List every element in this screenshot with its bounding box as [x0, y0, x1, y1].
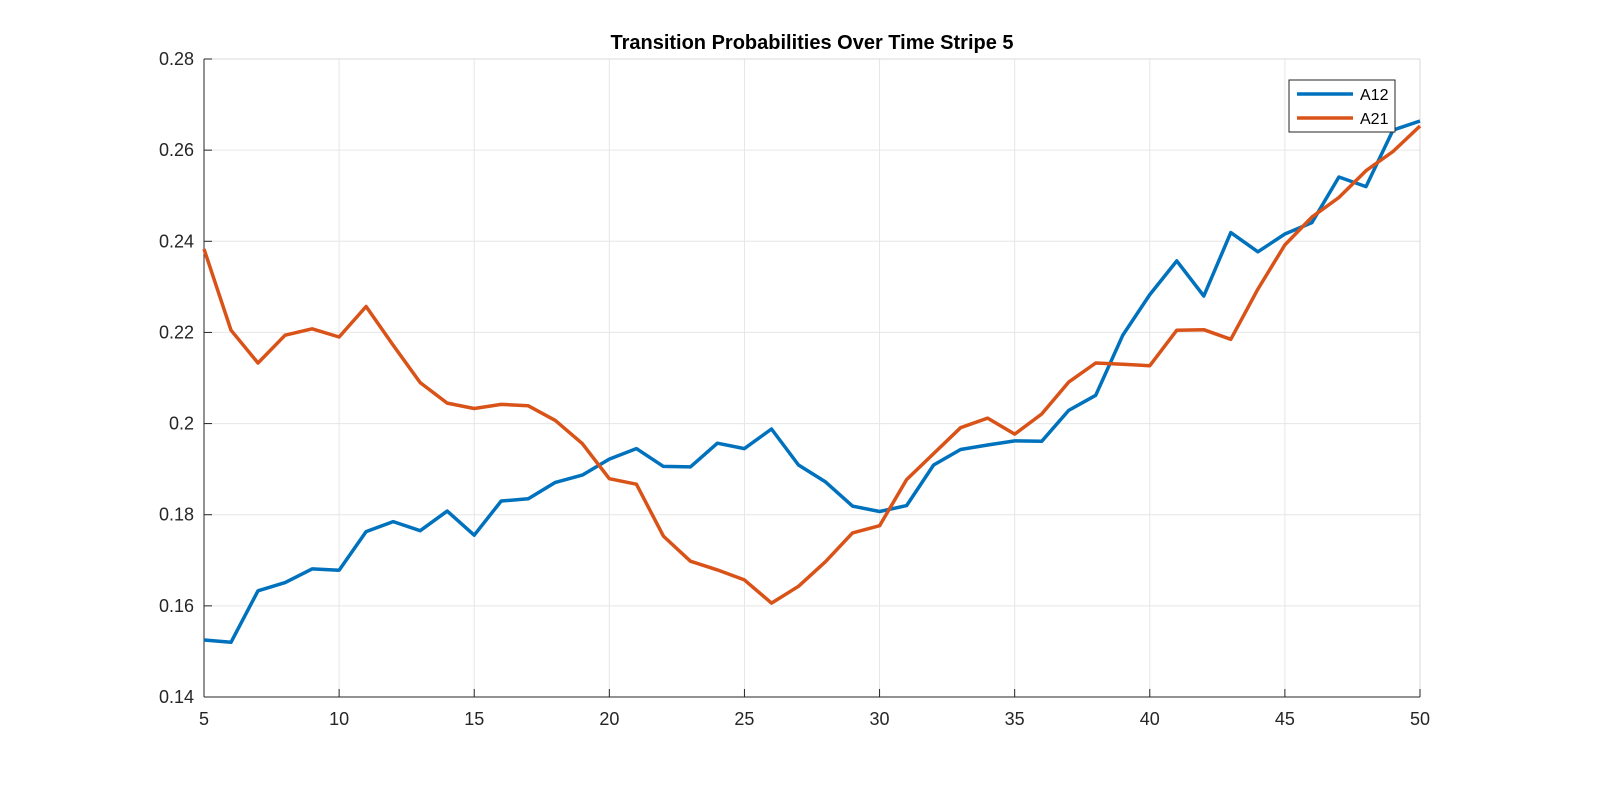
x-tick-label: 35	[1005, 709, 1025, 729]
y-tick-label: 0.14	[159, 687, 194, 707]
plot-area	[204, 59, 1420, 697]
grid	[204, 58, 1421, 697]
series-line-a21	[202, 124, 1422, 605]
y-tick-label: 0.18	[159, 505, 194, 525]
y-tick-label: 0.28	[159, 49, 194, 69]
axes	[203, 58, 1421, 698]
y-tick-label: 0.2	[169, 414, 194, 434]
series-line-a12	[203, 119, 1421, 645]
y-tick-label: 0.22	[159, 322, 194, 342]
x-tick-label: 25	[734, 709, 754, 729]
x-tick-label: 50	[1410, 709, 1430, 729]
y-tick-label: 0.16	[159, 596, 194, 616]
tick-labels: 5 10 15 20 25 30 35 40 45 50 0.14 0.16 0.18 0.2 0.22 0.…	[159, 49, 1430, 729]
legend-label-a21: A21	[1360, 111, 1389, 128]
x-tick-label: 45	[1275, 709, 1295, 729]
x-tick-label: 15	[464, 709, 484, 729]
x-tick-label: 40	[1140, 709, 1160, 729]
x-tick-label: 10	[329, 709, 349, 729]
x-tick-label: 30	[870, 709, 890, 729]
x-tick-label: 20	[599, 709, 619, 729]
y-tick-label: 0.24	[159, 231, 194, 251]
x-tick-label: 5	[199, 709, 209, 729]
legend-label-a12: A12	[1360, 87, 1389, 104]
chart-title: Transition Probabilities Over Time Strip…	[610, 32, 1013, 54]
y-tick-label: 0.26	[159, 140, 194, 160]
legend-box	[1288, 79, 1396, 133]
series-layer	[202, 119, 1422, 645]
